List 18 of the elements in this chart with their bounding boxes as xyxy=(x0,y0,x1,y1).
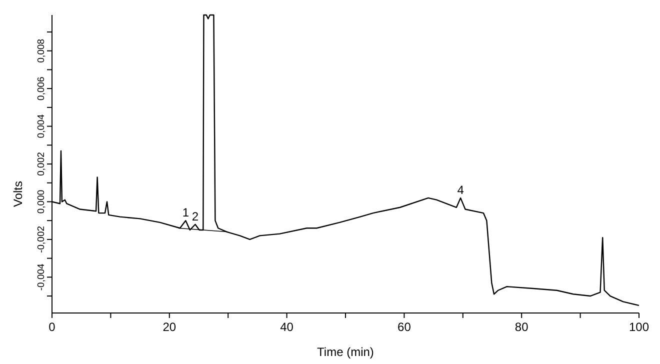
y-tick-label: 0,004 xyxy=(36,114,47,138)
x-axis-title: Time (min) xyxy=(317,345,374,359)
x-tick-label: 0 xyxy=(48,320,56,334)
x-tick-label: 60 xyxy=(398,320,412,334)
x-tick-label: 40 xyxy=(280,320,294,334)
y-tick-label: 0,008 xyxy=(36,38,47,63)
x-tick-label: 20 xyxy=(162,320,176,334)
y-tick-label: 0,000 xyxy=(36,190,47,214)
x-tick-label: 80 xyxy=(514,320,529,334)
annotation: 1 xyxy=(182,206,190,220)
x-tick-label: 100 xyxy=(628,320,650,334)
y-tick-label: -0,002 xyxy=(36,226,47,253)
y-tick-label: 0,002 xyxy=(36,152,47,176)
y-axis-title: Volts xyxy=(11,180,25,208)
y-tick-label: -0,004 xyxy=(36,264,47,291)
annotation: 4 xyxy=(457,182,464,197)
annotation: 2 xyxy=(192,209,199,224)
y-tick-label: 0,006 xyxy=(36,76,47,100)
